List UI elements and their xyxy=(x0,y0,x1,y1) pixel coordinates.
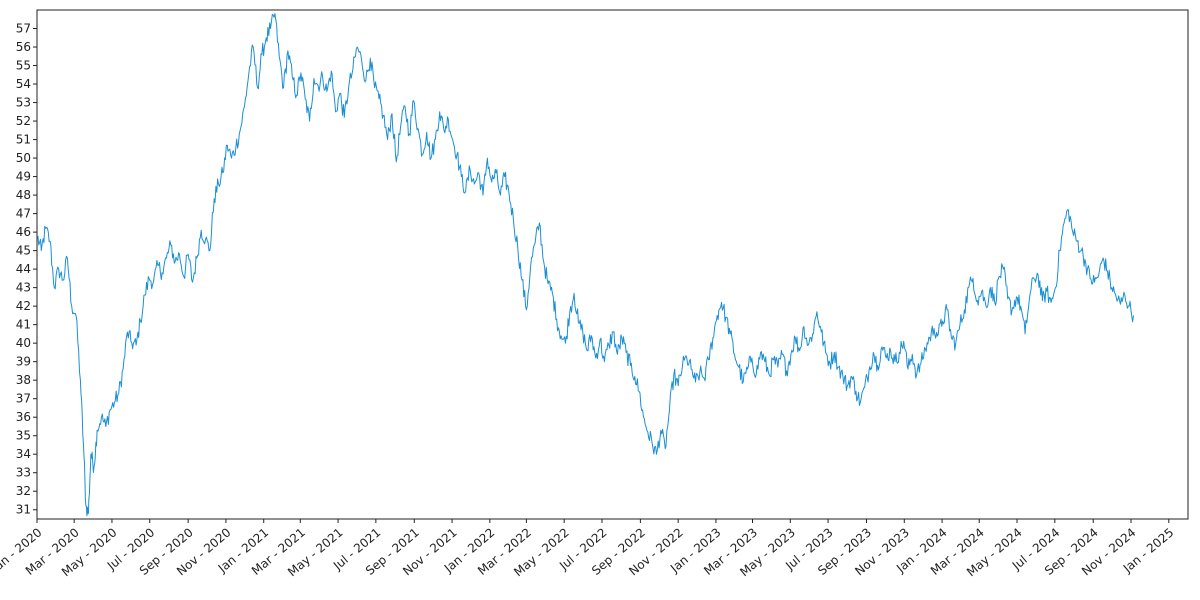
y-tick-label: 36 xyxy=(16,410,31,424)
y-tick-label: 34 xyxy=(16,447,31,461)
y-tick-label: 44 xyxy=(16,262,31,276)
y-tick-label: 46 xyxy=(16,225,31,239)
y-tick-label: 35 xyxy=(16,429,31,443)
y-tick-label: 54 xyxy=(16,77,31,91)
y-tick-label: 42 xyxy=(16,299,31,313)
y-tick-label: 32 xyxy=(16,484,31,498)
y-tick-label: 40 xyxy=(16,336,31,350)
y-tick-label: 49 xyxy=(16,170,31,184)
y-tick-label: 31 xyxy=(16,503,31,517)
y-tick-label: 52 xyxy=(16,114,31,128)
y-tick-label: 38 xyxy=(16,373,31,387)
y-tick-label: 33 xyxy=(16,466,31,480)
series-line xyxy=(36,13,1134,517)
y-axis: 31 32 33 34 35 36 37 38 39 40 41 42 43 44 45 46 47 48 49 50… xyxy=(16,22,37,517)
y-tick-label: 57 xyxy=(16,22,31,36)
y-tick-label: 50 xyxy=(16,151,31,165)
y-tick-label: 56 xyxy=(16,40,31,54)
y-tick-label: 37 xyxy=(16,392,31,406)
y-tick-label: 53 xyxy=(16,96,31,110)
y-tick-label: 48 xyxy=(16,188,31,202)
plot-area xyxy=(36,9,1189,520)
y-tick-label: 39 xyxy=(16,355,31,369)
y-tick-label: 51 xyxy=(16,133,31,147)
y-tick-label: 43 xyxy=(16,281,31,295)
y-tick-label: 45 xyxy=(16,244,31,258)
y-tick-label: 41 xyxy=(16,318,31,332)
y-tick-label: 55 xyxy=(16,59,31,73)
y-tick-label: 47 xyxy=(16,207,31,221)
